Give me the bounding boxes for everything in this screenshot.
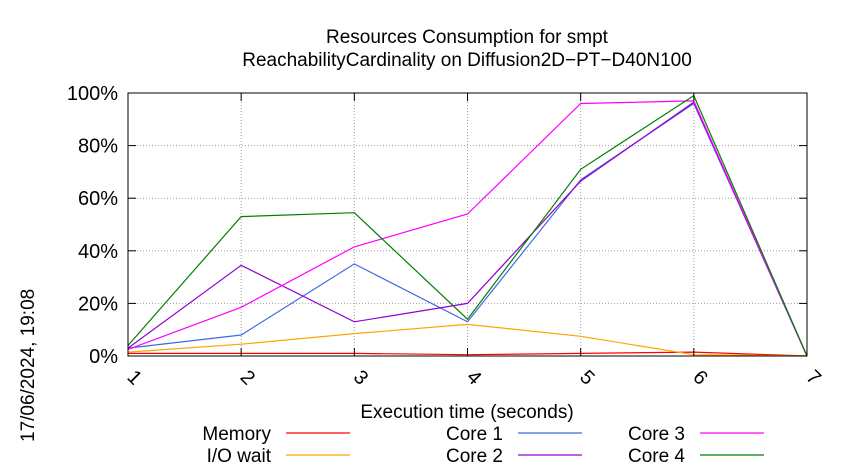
legend-label-memory: Memory [202, 424, 271, 445]
x-axis-label: Execution time (seconds) [360, 402, 573, 423]
y-tick-label-2: 40% [78, 241, 118, 263]
x-tick-label-4: 5 [575, 366, 598, 389]
chart-title-line-2: ReachabilityCardinality on Diffusion2D−P… [242, 50, 692, 71]
y-tick-label-4: 80% [78, 136, 118, 158]
y-tick-label-0: 0% [89, 346, 118, 368]
y-tick-label-3: 60% [78, 188, 118, 210]
x-tick-label-5: 6 [688, 366, 711, 389]
x-tick-label-6: 7 [802, 366, 825, 389]
x-tick-label-0: 1 [123, 366, 146, 389]
y-tick-label-1: 20% [78, 293, 118, 315]
legend-label-core-3: Core 3 [628, 424, 685, 445]
grid [128, 93, 807, 356]
legend-label-i-o-wait: I/O wait [207, 446, 272, 467]
timestamp: 17/06/2024, 19:08 [18, 289, 39, 442]
x-tick-label-3: 4 [462, 366, 485, 389]
y-tick-label-5: 100% [67, 83, 118, 105]
legend-label-core-4: Core 4 [628, 446, 685, 467]
chart-title-line-1: Resources Consumption for smpt [326, 27, 609, 48]
y-axis-ticks: 0% 20% 40% 60% 80% 100% [67, 83, 807, 368]
legend-label-core-1: Core 1 [446, 424, 503, 445]
x-tick-label-2: 3 [349, 366, 372, 389]
legend-label-core-2: Core 2 [446, 446, 503, 467]
x-tick-label-1: 2 [236, 366, 259, 389]
